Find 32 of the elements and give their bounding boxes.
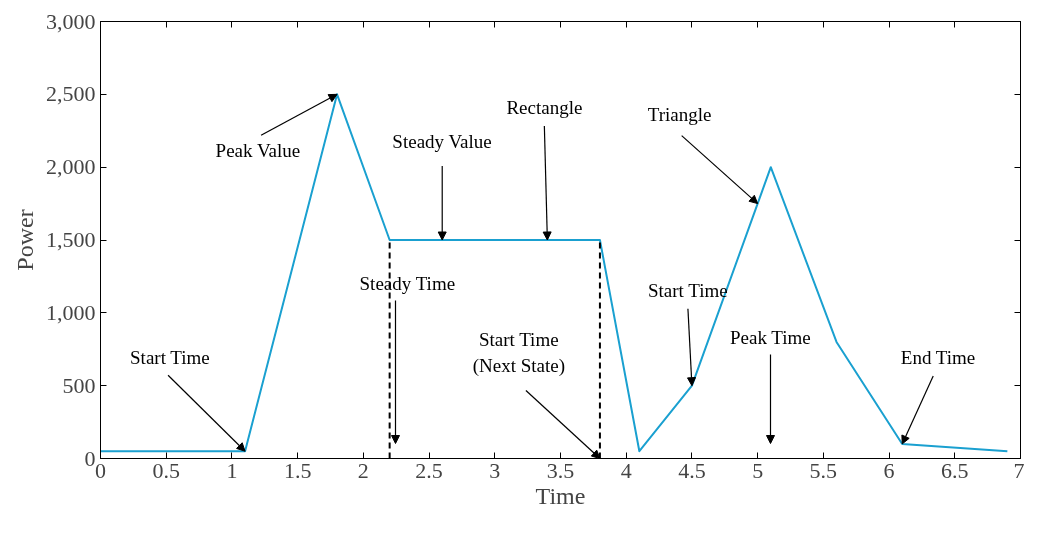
- x-tick-label: 2.5: [415, 457, 443, 483]
- annotation: End Time: [900, 347, 976, 369]
- annotation: Steady Value: [392, 130, 492, 152]
- x-tick-label: 0.5: [152, 457, 180, 483]
- x-tick-label: 2: [357, 457, 369, 483]
- x-tick-label: 6.5: [941, 457, 969, 483]
- x-tick-label: 1.5: [283, 457, 312, 483]
- annotation: Start Time: [130, 346, 210, 368]
- x-tick-label: 7: [1013, 457, 1025, 483]
- x-tick-label: 3: [489, 457, 501, 483]
- annotation: Triangle: [647, 104, 712, 126]
- annotation: Steady Time: [359, 273, 456, 294]
- x-tick-label: 5: [752, 457, 764, 483]
- x-tick-label: 3.5: [546, 457, 575, 483]
- x-tick-label: 4.5: [678, 457, 706, 483]
- y-tick-label: 500: [62, 372, 96, 398]
- x-tick-label: 6: [883, 457, 895, 483]
- x-axis-title: Time: [535, 482, 586, 509]
- y-axis-title: Power: [12, 209, 38, 271]
- y-tick-label: 1,500: [46, 227, 96, 252]
- annotation: Peak Value: [215, 139, 301, 161]
- annotation: Rectangle: [506, 96, 583, 118]
- x-tick-label: 5.5: [809, 457, 838, 483]
- x-tick-label: 1: [226, 457, 238, 483]
- annotation: Peak Time: [729, 327, 811, 348]
- y-tick-label: 2,500: [46, 81, 96, 107]
- y-tick-label: 2,000: [46, 154, 96, 180]
- line-series: [100, 93, 1009, 453]
- x-tick-label: 4: [620, 457, 632, 483]
- y-tick-label: 3,000: [46, 8, 96, 34]
- annotation: Start Time (Next State): [472, 329, 566, 377]
- y-tick-label: 1,000: [46, 299, 96, 325]
